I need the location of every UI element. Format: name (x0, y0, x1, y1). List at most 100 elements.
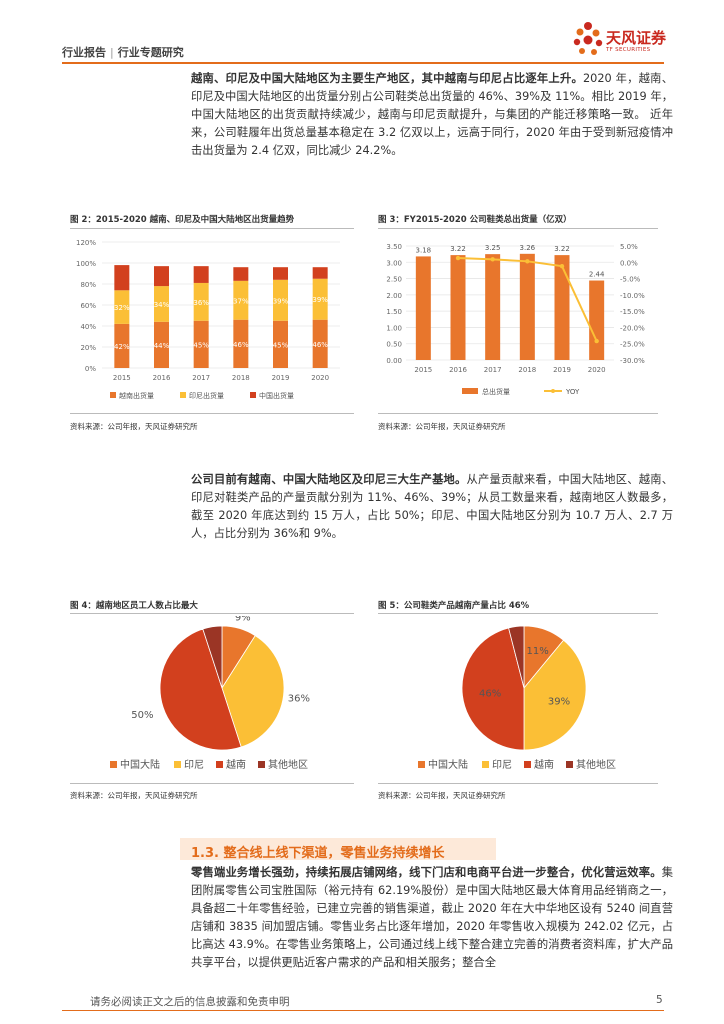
y2-tick-label: -5.0% (620, 276, 641, 284)
x-tick-label: 2019 (272, 374, 290, 382)
legend-label: 中国大陆 (428, 758, 468, 771)
data-label: 39% (312, 296, 328, 304)
legend-label: YOY (565, 388, 580, 396)
y-tick-label: 40% (80, 323, 96, 331)
legend-swatch (482, 761, 489, 768)
bar-segment (233, 319, 249, 368)
fig2-title-rule (70, 228, 354, 229)
data-label: 3.22 (450, 245, 466, 253)
bar-segment (233, 267, 249, 281)
x-tick-label: 2015 (414, 366, 432, 374)
x-tick-label: 2015 (113, 374, 131, 382)
brand-logo-icon (573, 22, 603, 55)
bar-segment (114, 323, 130, 368)
pie-slice (202, 625, 223, 689)
y2-tick-label: -25.0% (620, 341, 645, 349)
pie-slice (159, 628, 242, 751)
fig4-title-rule (70, 613, 354, 614)
bar (450, 255, 466, 360)
slice-label: 9% (235, 616, 251, 624)
bar (519, 253, 535, 360)
legend-swatch (258, 761, 265, 768)
y-tick-label: 3.50 (386, 243, 402, 251)
paragraph-body: 从产量贡献来看，中国大陆地区、越南、印尼对鞋类产品的产量贡献分别为 11%、46… (191, 473, 673, 540)
fig2-title: 图 2：2015-2020 越南、印尼及中国大陆地区出货量趋势 (70, 215, 295, 225)
x-tick-label: 2017 (192, 374, 210, 382)
data-label: 45% (193, 341, 209, 349)
data-label: 3.26 (520, 244, 536, 252)
y2-tick-label: -30.0% (620, 357, 645, 365)
fig5-title: 图 5：公司鞋类产品越南产量占比 46% (378, 601, 530, 611)
bar-segment (273, 279, 288, 321)
x-tick-label: 2019 (553, 366, 571, 374)
y-tick-label: 60% (80, 302, 96, 310)
fig5-source: 资料来源：公司年报，天风证券研究所 (378, 791, 506, 800)
data-label: 46% (312, 341, 328, 349)
bar-segment (312, 267, 328, 279)
data-label: 2.44 (589, 271, 605, 279)
yoy-point (594, 338, 599, 344)
legend-label: 越南 (226, 758, 246, 771)
pie-slice (523, 639, 587, 751)
legend-label: 其他地区 (576, 758, 616, 771)
y2-tick-label: 5.0% (620, 243, 638, 251)
bar-segment (114, 290, 130, 324)
x-tick-label: 2016 (153, 374, 171, 382)
data-label: 3.18 (416, 246, 432, 254)
paragraph-lead: 零售端业务增长强劲，持续拓展店铺网络，线下门店和电商平台进一步整合，优化营运效率… (191, 866, 662, 879)
y-tick-label: 80% (80, 281, 96, 289)
brand-name-en: TF SECURITIES (606, 47, 651, 53)
bar (554, 255, 570, 360)
legend-swatch (174, 761, 181, 768)
data-label: 44% (154, 342, 170, 350)
y2-tick-label: -10.0% (620, 292, 645, 300)
bar-segment (233, 280, 249, 320)
page-number: 5 (656, 994, 663, 1006)
brand-name: 天风证券 (606, 29, 667, 47)
y2-tick-label: -15.0% (620, 308, 645, 316)
fig4-source: 资料来源：公司年报，天风证券研究所 (70, 791, 198, 800)
pie-slice (508, 625, 525, 689)
bar (415, 256, 431, 360)
data-label: 34% (154, 301, 170, 309)
pie-slice (461, 627, 525, 751)
legend-swatch (250, 392, 256, 398)
fig2-source: 资料来源：公司年报，天风证券研究所 (70, 422, 198, 431)
legend-label: 中国大陆 (120, 758, 160, 771)
fig2-stacked-bar-chart: 0% 20% 40% 60% 80% 100% 120% 42% 32% 2015 44% 34% 20… (76, 239, 340, 400)
y-tick-label: 20% (80, 344, 96, 352)
y-tick-label: 0% (85, 365, 96, 373)
legend-swatch (110, 392, 116, 398)
legend-swatch (216, 761, 223, 768)
y-tick-label: 1.50 (386, 308, 402, 316)
bar-segment (154, 286, 169, 322)
fig3-title: 图 3：FY2015-2020 公司鞋类总出货量（亿双） (378, 215, 572, 225)
yoy-point (525, 259, 530, 264)
legend-label: 印尼出货量 (189, 391, 224, 400)
bar-segment (193, 282, 209, 321)
section-heading: 1.3. 整合线上线下渠道，零售业务持续增长 (191, 846, 445, 861)
header-divider (62, 62, 664, 64)
x-tick-label: 2016 (449, 366, 467, 374)
data-label: 36% (193, 299, 209, 307)
slice-label: 46% (479, 688, 501, 699)
footer-divider (62, 1010, 664, 1011)
legend-swatch (180, 392, 186, 398)
legend-label: 印尼 (184, 759, 204, 771)
x-tick-label: 2017 (484, 366, 502, 374)
fig5-source-rule (378, 783, 658, 784)
y2-tick-label: 0.0% (620, 259, 638, 267)
data-label: 39% (273, 297, 289, 305)
data-label: 45% (273, 341, 289, 349)
bar-segment (273, 267, 288, 280)
x-tick-label: 2020 (311, 374, 329, 382)
bar-segment (154, 266, 169, 287)
slice-label: 11% (527, 646, 549, 657)
y-tick-label: 100% (76, 260, 96, 268)
yoy-point (455, 255, 461, 261)
data-label: 3.25 (485, 244, 501, 252)
bar-segment (193, 320, 209, 368)
y-tick-label: 120% (76, 239, 96, 247)
bar-segment (312, 319, 328, 368)
